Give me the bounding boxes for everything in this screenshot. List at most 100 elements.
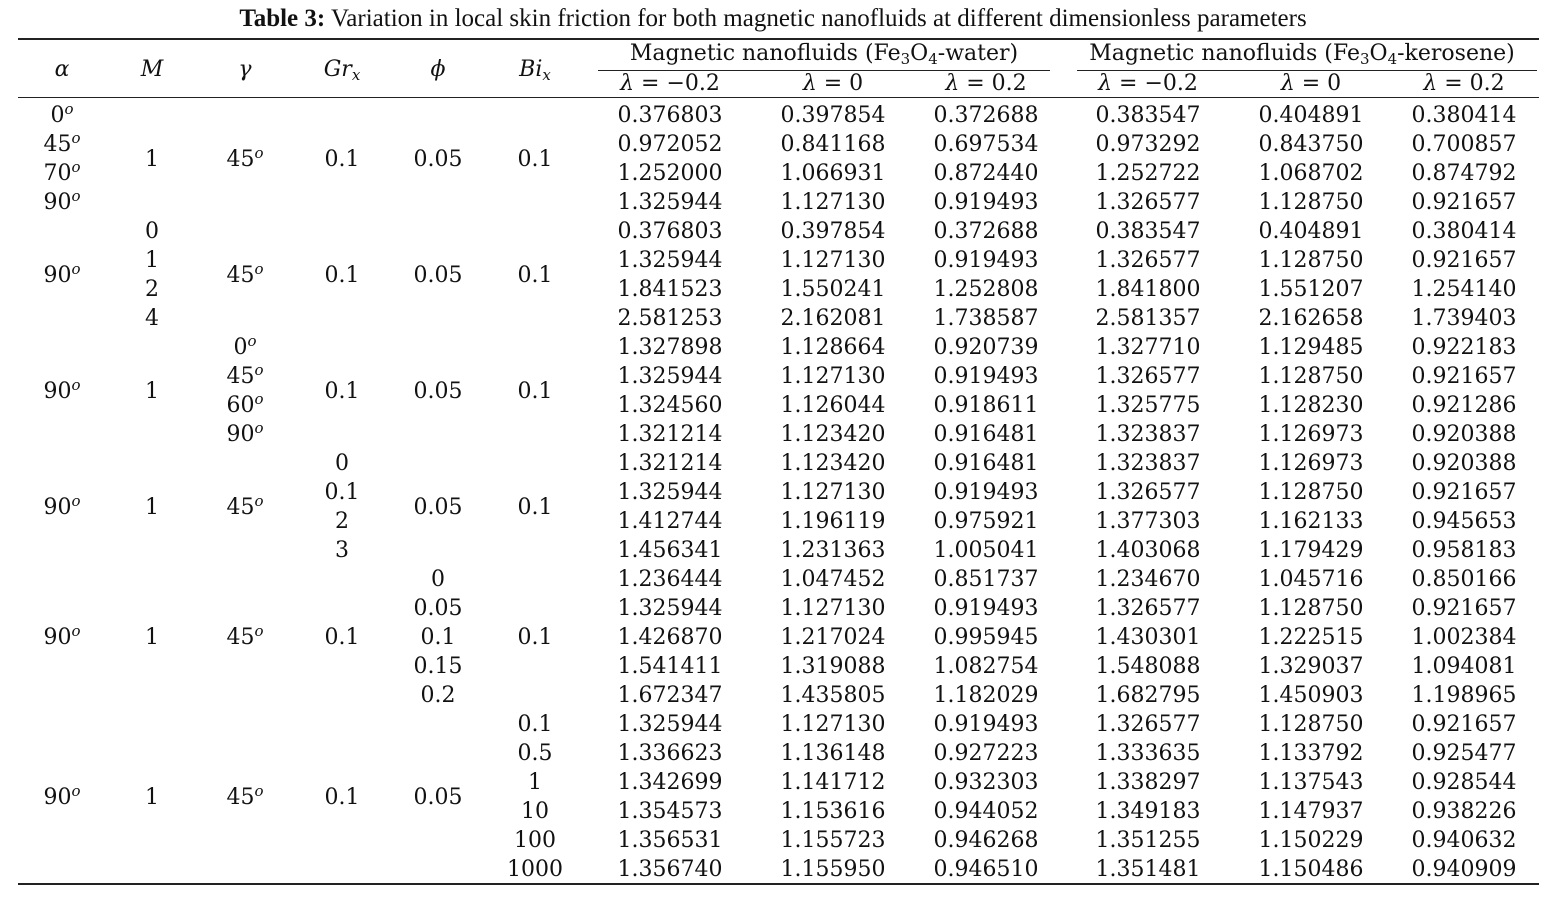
table-cell: 0.940909 [1411,857,1517,882]
table-cell: 1.326577 [1095,480,1201,505]
param-Gr: 3 [335,536,349,565]
table-cell: 1.123420 [780,451,886,476]
table-cell: 1.150229 [1258,828,1364,853]
table-cell: 1.403068 [1095,538,1201,563]
table-cell: 0.919493 [933,364,1039,389]
table-cell: 1.252722 [1095,161,1201,186]
table-cell: 0.973292 [1095,132,1201,157]
table-cell: 0.919493 [933,248,1039,273]
param-value: 0 [50,103,65,128]
table-cell: 0.946268 [933,828,1039,853]
table-cell: 0.919493 [933,712,1039,737]
table-cell: 1.182029 [933,683,1039,708]
table-cell: 1.323837 [1095,422,1201,447]
param-value: 0.1 [420,625,456,650]
header-Bi-main: Bi [519,57,543,82]
param-value: 10 [521,799,549,824]
table-cell: 1.127130 [780,190,886,215]
table-cell: 1.123420 [780,422,886,447]
degree-superscript: o [254,259,264,278]
param-value: 0.1 [324,378,360,404]
param-value: 45 [226,494,255,520]
table-cell: 1.349183 [1095,799,1201,824]
param-value: 0.1 [517,262,553,288]
degree-superscript: o [71,375,81,394]
group-kerosene-sub2: 4 [1387,50,1398,68]
table-cell: 1.356531 [617,828,723,853]
table-cell: 1.327898 [617,335,723,360]
param-value: 0.15 [413,654,463,679]
table-cell: 1.129485 [1258,335,1364,360]
table-cell: 1.066931 [780,161,886,186]
table-cell: 1.325775 [1095,393,1201,418]
table-cell: 1.127130 [780,596,886,621]
param-value: 90 [43,625,72,650]
table-cell: 1.141712 [780,770,886,795]
table-cell: 1.162133 [1258,509,1364,534]
degree-superscript: o [254,781,264,800]
param-value: 0.05 [413,262,463,288]
table-cell: 0.380414 [1411,103,1517,128]
param-value: 0 [233,335,248,360]
param-value: 1 [528,770,542,795]
lambda-header: λ = 0.2 [945,71,1027,96]
table-cell: 0.919493 [933,596,1039,621]
group-kerosene-pre: Magnetic nanofluids (Fe [1089,41,1360,66]
table-cell: 1.351481 [1095,857,1201,882]
header-rule [18,97,1539,98]
lambda-header: λ = 0.2 [1423,71,1505,96]
param-value: 1 [145,494,159,520]
table-cell: 1.682795 [1095,683,1201,708]
table-cell: 1.147937 [1258,799,1364,824]
table-cell: 1.324560 [617,393,723,418]
table-cell: 1.196119 [780,509,886,534]
table-cell: 1.342699 [617,770,723,795]
param-alpha: 45o [43,130,80,159]
param-value: 0.1 [324,784,360,810]
param-Gr: 0.1 [325,145,360,174]
param-M: 1 [145,783,159,812]
table-cell: 1.217024 [780,625,886,650]
param-gamma: 45o [226,145,263,174]
table-cell: 1.136148 [780,741,886,766]
table-cell: 0.920388 [1411,451,1517,476]
degree-superscript: o [254,491,264,510]
table-cell: 0.380414 [1411,219,1517,244]
group-kerosene-mid: O [1369,41,1388,66]
lambda-header: λ = 0 [1280,71,1342,96]
table-cell: 0.916481 [933,451,1039,476]
param-M: 1 [145,377,159,406]
table-cell: 1.327710 [1095,335,1201,360]
table-title: Table 3: Variation in local skin frictio… [0,5,1546,33]
degree-superscript: o [254,361,264,379]
table-cell: 0.927223 [933,741,1039,766]
table-cell: 1.541411 [617,654,723,679]
table-cell: 1.128750 [1258,480,1364,505]
table-cell: 1.234670 [1095,567,1201,592]
param-value: 0.1 [324,262,360,288]
param-gamma: 45o [226,783,263,812]
table-cell: 1.356740 [617,857,723,882]
table-cell: 1.325944 [617,190,723,215]
table-cell: 1.155723 [780,828,886,853]
table-cell: 0.376803 [617,219,723,244]
param-value: 45 [226,364,255,389]
table-cell: 1.082754 [933,654,1039,679]
param-gamma: 60o [226,391,263,420]
table-cell: 1.128750 [1258,712,1364,737]
param-value: 0 [335,451,349,476]
table-cell: 0.376803 [617,103,723,128]
param-value: 90 [43,494,72,520]
lambda-header: λ = −0.2 [620,71,720,96]
param-value: 70 [43,161,72,186]
table-cell: 0.383547 [1095,103,1201,128]
param-gamma: 90o [226,420,263,449]
table-cell: 1.127130 [780,248,886,273]
table-cell: 1.325944 [617,596,723,621]
table-cell: 1.351255 [1095,828,1201,853]
param-value: 90 [43,784,72,810]
table-cell: 1.002384 [1411,625,1517,650]
param-value: 4 [145,306,159,331]
degree-superscript: o [254,143,264,162]
table-cell: 1.321214 [617,451,723,476]
